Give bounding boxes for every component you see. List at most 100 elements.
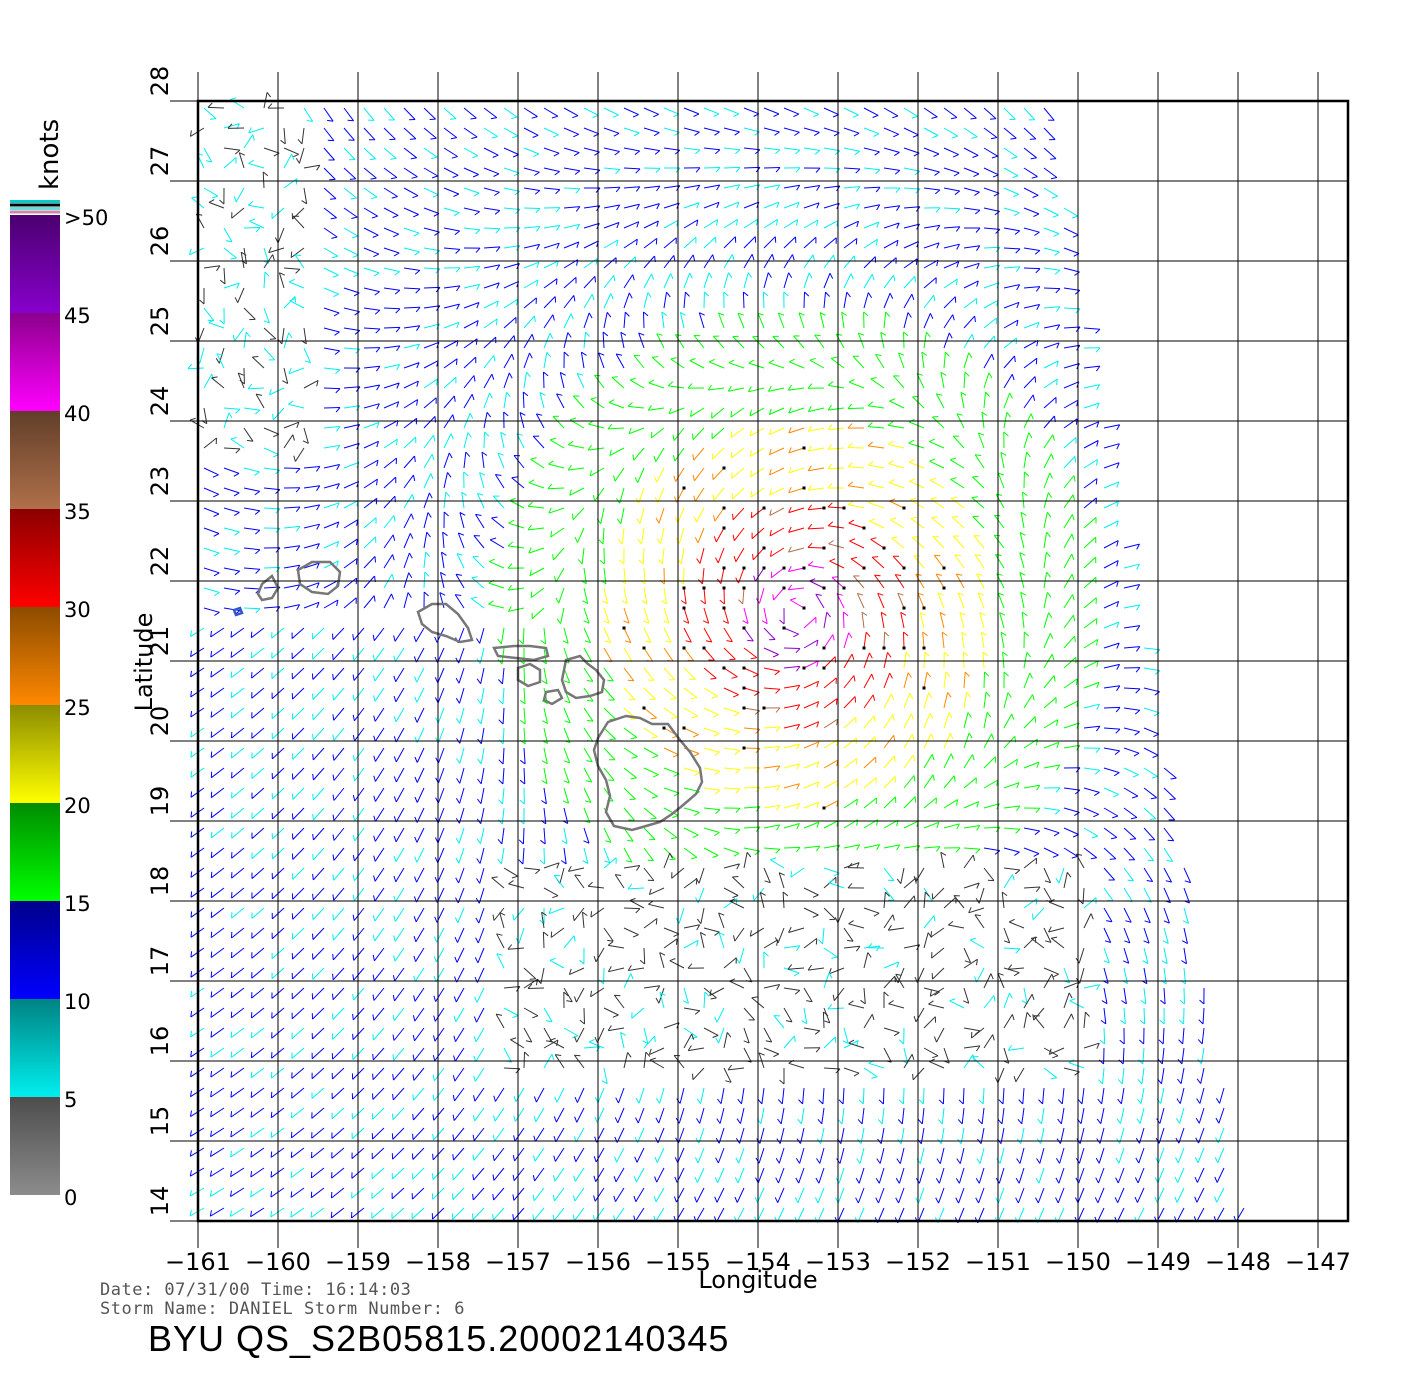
wind-barb-tick	[352, 1013, 354, 1020]
wind-barb	[480, 687, 485, 704]
wind-barb	[1003, 266, 1021, 269]
wind-barb-tick	[851, 653, 855, 660]
wind-barb	[1103, 987, 1108, 1004]
wind-barb-tick	[393, 756, 397, 763]
wind-barb-tick	[991, 733, 995, 740]
wind-barb-tick	[1133, 752, 1140, 757]
wind-barb	[743, 218, 758, 229]
wind-barb-tick	[763, 951, 769, 957]
wind-barb-tick	[893, 275, 896, 282]
wind-barb-tick	[634, 477, 639, 483]
wind-barb	[883, 1047, 892, 1063]
wind-barb	[1048, 927, 1065, 933]
wind-barb	[683, 727, 699, 736]
wind-barb-tick	[887, 925, 892, 931]
wind-barb-tick	[272, 413, 274, 420]
wind-barb-tick	[613, 275, 616, 282]
wind-barb-tick	[807, 406, 812, 412]
wind-barb	[343, 442, 360, 449]
wind-barb	[903, 631, 905, 649]
rain-flag	[822, 666, 826, 670]
wind-barb-tick	[1162, 940, 1169, 944]
wind-barb-tick	[522, 391, 529, 397]
wind-barb	[231, 947, 245, 959]
wind-barb	[363, 287, 380, 293]
wind-barb	[732, 876, 745, 889]
wind-barb-tick	[978, 432, 985, 436]
wind-barb-tick	[998, 1099, 1004, 1105]
wind-barb	[703, 727, 720, 734]
wind-barb	[1143, 847, 1155, 862]
wind-barb	[1021, 1107, 1025, 1124]
wind-barb	[823, 202, 840, 209]
wind-barb-tick	[718, 312, 725, 316]
wind-barb-tick	[553, 1116, 557, 1123]
wind-barb-tick	[472, 174, 479, 178]
wind-barb-tick	[213, 552, 220, 557]
wind-barb	[543, 242, 560, 249]
wind-barb	[1063, 594, 1074, 609]
wind-barb-tick	[637, 538, 642, 545]
wind-barb	[750, 487, 765, 498]
wind-barb	[709, 987, 725, 996]
wind-barb-tick	[210, 831, 213, 838]
wind-barb-tick	[1036, 784, 1041, 791]
wind-barb	[828, 882, 845, 889]
wind-barb-tick	[897, 1119, 903, 1125]
wind-barb	[423, 473, 432, 489]
wind-barb-tick	[423, 591, 429, 597]
wind-barb	[373, 967, 385, 981]
wind-barb	[623, 747, 638, 758]
wind-barb-tick	[269, 338, 276, 340]
wind-barb	[231, 707, 245, 719]
wind-barb-tick	[552, 895, 559, 899]
wind-barb	[748, 362, 765, 369]
wind-barb	[763, 1027, 773, 1043]
wind-barb	[623, 807, 635, 821]
wind-barb-tick	[1024, 471, 1030, 477]
wind-barb	[323, 307, 340, 314]
wind-barb	[383, 593, 392, 609]
wind-barb-tick	[763, 291, 769, 297]
wind-barb	[803, 907, 819, 916]
wind-barb	[603, 667, 614, 682]
wind-barb-tick	[835, 698, 838, 705]
wind-barb	[788, 527, 805, 533]
wind-barb	[343, 307, 360, 313]
wind-barb	[848, 1042, 865, 1049]
wind-barb	[556, 1087, 565, 1103]
wind-barb-tick	[582, 911, 588, 917]
wind-barb	[963, 1045, 980, 1049]
wind-barb	[861, 1107, 865, 1124]
wind-barb	[372, 1087, 385, 1100]
wind-barb	[1063, 872, 1068, 889]
wind-barb	[657, 1127, 665, 1143]
wind-barb-tick	[994, 514, 1001, 517]
wind-barb	[623, 767, 637, 779]
wind-barb	[783, 147, 800, 151]
wind-barb-tick	[952, 154, 959, 158]
wind-barb	[657, 487, 665, 503]
wind-barb-tick	[228, 412, 233, 419]
wind-barb	[363, 556, 376, 569]
wind-barb	[523, 167, 540, 173]
wind-barb	[843, 127, 860, 134]
wind-barb	[231, 767, 245, 779]
wind-barb	[563, 295, 575, 309]
wind-barb	[788, 1062, 805, 1069]
wind-barb-tick	[292, 434, 295, 441]
wind-barb-tick	[372, 654, 376, 662]
wind-barb-tick	[534, 315, 536, 322]
wind-barb	[1083, 703, 1100, 709]
wind-barb	[643, 687, 656, 700]
wind-barb	[1023, 452, 1028, 469]
wind-barb	[1181, 1047, 1185, 1064]
wind-barb	[243, 587, 261, 590]
wind-barb	[883, 293, 891, 309]
wind-barb-tick	[737, 1098, 742, 1105]
wind-barb	[668, 407, 685, 415]
wind-barb	[522, 847, 525, 865]
wind-barb-tick	[465, 451, 471, 457]
wind-barb-tick	[607, 423, 613, 430]
wind-barb-tick	[777, 1118, 782, 1125]
